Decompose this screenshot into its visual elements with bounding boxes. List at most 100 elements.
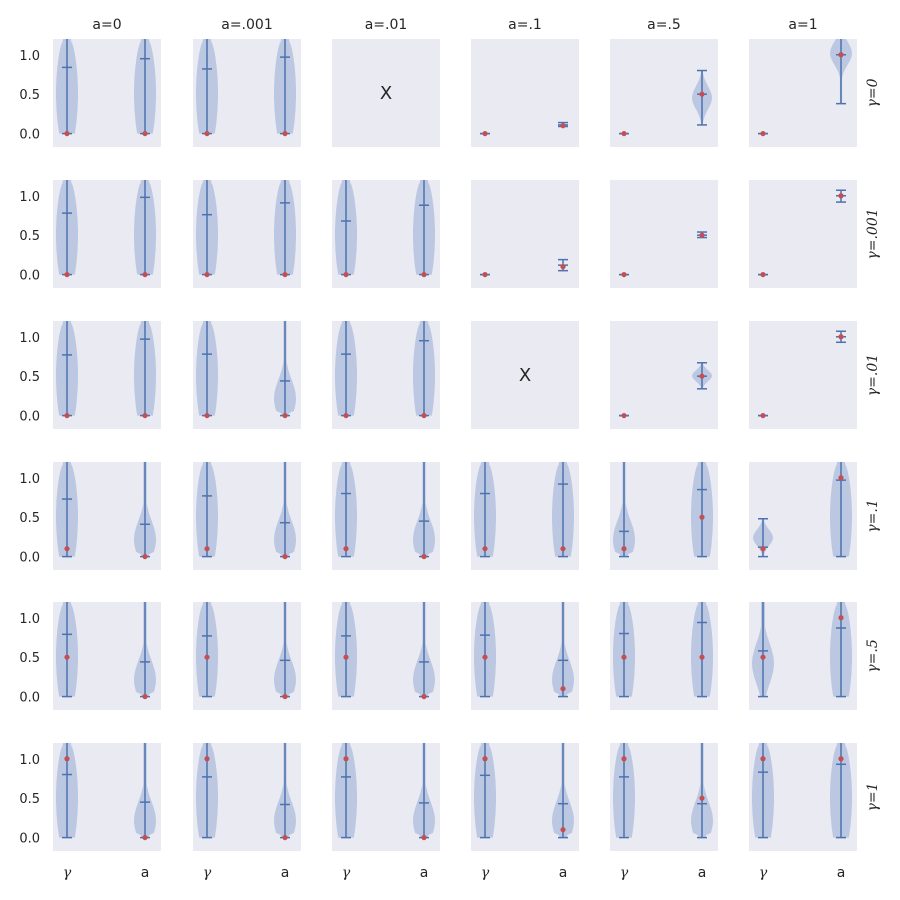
- violin-a: [274, 39, 296, 137]
- x-category-label: a: [281, 865, 290, 881]
- y-tick-label: 0.0: [19, 410, 40, 425]
- violin-gamma: [196, 180, 218, 278]
- true-value-dot: [838, 475, 844, 481]
- violin-a: [552, 462, 574, 558]
- violin-a: [692, 69, 712, 126]
- true-value-dot: [343, 756, 349, 762]
- y-tick-label: 1.0: [19, 472, 40, 487]
- true-value-dot: [699, 514, 705, 520]
- violin-gamma: [56, 602, 78, 698]
- violin-gamma: [56, 321, 78, 419]
- panel-background: [471, 180, 579, 288]
- panel-background: [332, 39, 440, 147]
- true-value-dot: [282, 553, 288, 560]
- violin-a: [134, 321, 156, 419]
- violin-a: [830, 743, 852, 839]
- y-tick-label: 1.0: [19, 49, 40, 64]
- true-value-dot: [621, 271, 627, 278]
- true-value-dot: [621, 654, 627, 660]
- violin-gamma: [474, 602, 496, 698]
- true-value-dot: [760, 271, 766, 278]
- true-value-dot: [760, 412, 766, 419]
- true-value-dot: [282, 271, 288, 278]
- column-title: a=.5: [647, 17, 681, 33]
- true-value-dot: [838, 193, 844, 199]
- violin-a: [413, 321, 435, 419]
- violin-a: [552, 602, 574, 698]
- true-value-dot: [421, 412, 427, 419]
- true-value-dot: [838, 52, 844, 58]
- true-value-dot: [560, 827, 566, 833]
- violin-a: [691, 602, 713, 698]
- violin-gamma: [335, 743, 357, 839]
- y-tick-label: 1.0: [19, 612, 40, 627]
- true-value-dot: [560, 546, 566, 552]
- true-value-dot: [343, 654, 349, 660]
- row-title: γ=0: [865, 78, 881, 107]
- y-tick-label: 1.0: [19, 753, 40, 768]
- violin-a: [558, 121, 568, 129]
- violin-a: [552, 743, 574, 839]
- x-category-label: a: [698, 865, 707, 881]
- true-value-dot: [142, 834, 148, 841]
- y-tick-label: 0.0: [19, 832, 40, 847]
- y-tick-label: 0.5: [19, 88, 40, 103]
- violin-gamma: [335, 462, 357, 558]
- true-value-dot: [64, 412, 70, 419]
- x-category-label: a: [420, 865, 429, 881]
- true-value-dot: [204, 271, 210, 278]
- true-value-dot: [64, 271, 70, 278]
- y-tick-label: 1.0: [19, 331, 40, 346]
- violin-gamma: [758, 271, 768, 278]
- violin-gamma: [56, 180, 78, 278]
- x-category-label: a: [559, 865, 568, 881]
- violin-a: [413, 602, 435, 700]
- missing-marker: X: [519, 365, 531, 386]
- row-title: γ=.001: [865, 208, 881, 259]
- violin-gamma: [56, 39, 78, 137]
- true-value-dot: [204, 654, 210, 660]
- violin-a: [134, 743, 156, 841]
- true-value-dot: [282, 412, 288, 419]
- true-value-dot: [760, 654, 766, 660]
- x-category-label: a: [141, 865, 150, 881]
- violin-gamma: [196, 743, 218, 839]
- y-tick-label: 0.0: [19, 269, 40, 284]
- violin-gamma: [335, 180, 357, 278]
- true-value-dot: [838, 334, 844, 340]
- violin-a: [558, 258, 568, 272]
- column-title: a=.1: [508, 17, 542, 33]
- row-title: γ=.1: [865, 499, 881, 532]
- violin-gamma: [474, 743, 496, 839]
- violin-gamma: [480, 271, 490, 278]
- true-value-dot: [699, 373, 705, 379]
- y-tick-label: 0.5: [19, 370, 40, 385]
- violin-a: [692, 362, 712, 390]
- true-value-dot: [64, 756, 70, 762]
- true-value-dot: [421, 834, 427, 841]
- x-category-label: γ: [620, 865, 629, 881]
- violin-a: [691, 462, 713, 558]
- x-category-label: γ: [342, 865, 351, 881]
- true-value-dot: [482, 546, 488, 552]
- column-title: a=1: [788, 17, 817, 33]
- true-value-dot: [699, 654, 705, 660]
- true-value-dot: [560, 123, 566, 129]
- true-value-dot: [142, 271, 148, 278]
- column-title: a=.01: [365, 17, 408, 33]
- violin-gamma: [613, 743, 635, 839]
- true-value-dot: [838, 615, 844, 621]
- violin-gamma: [758, 412, 768, 419]
- violin-gamma: [752, 602, 774, 698]
- true-value-dot: [343, 546, 349, 552]
- true-value-dot: [142, 553, 148, 560]
- true-value-dot: [838, 756, 844, 762]
- violin-a: [274, 743, 296, 841]
- violin-a: [274, 462, 296, 560]
- panel-background: [471, 39, 579, 147]
- true-value-dot: [560, 686, 566, 692]
- violin-a: [836, 189, 846, 203]
- true-value-dot: [64, 546, 70, 552]
- true-value-dot: [621, 412, 627, 419]
